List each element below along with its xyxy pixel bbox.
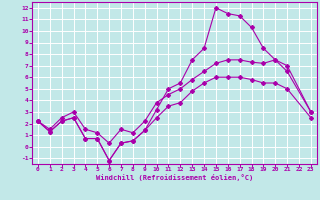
X-axis label: Windchill (Refroidissement éolien,°C): Windchill (Refroidissement éolien,°C)	[96, 174, 253, 181]
